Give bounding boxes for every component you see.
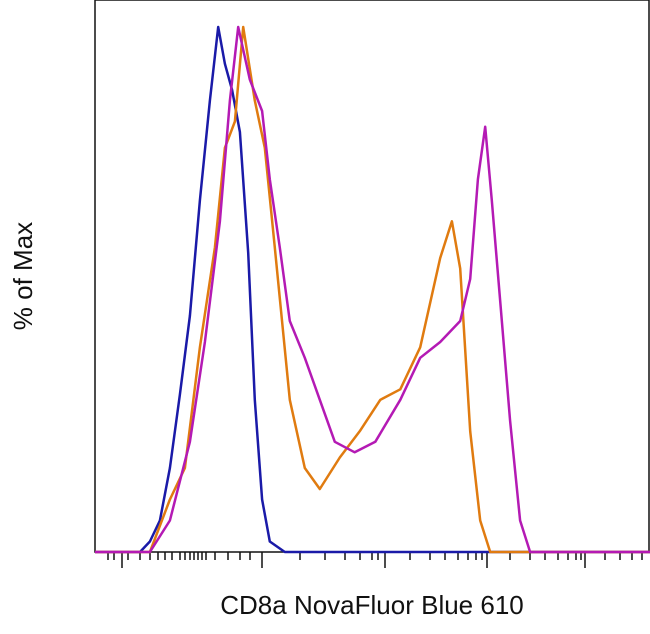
series-line: [95, 25, 650, 554]
series-line: [95, 25, 650, 554]
x-axis-ticks: [107, 552, 643, 568]
plot-frame: [94, 0, 650, 553]
x-axis-label: CD8a NovaFluor Blue 610: [220, 590, 524, 620]
plot-lines: [95, 25, 650, 554]
y-axis-label: % of Max: [8, 222, 38, 330]
series-line: [95, 25, 650, 554]
